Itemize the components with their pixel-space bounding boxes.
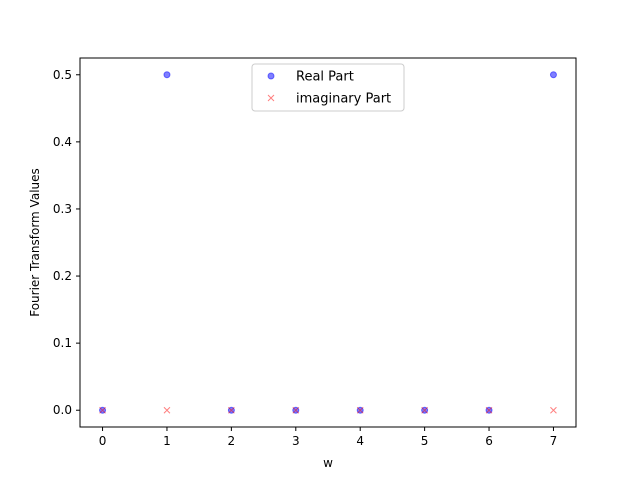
imaginary-part-point [99, 406, 106, 414]
y-axis-label: Fourier Transform Values [28, 168, 42, 317]
x-tick-label: 0 [99, 434, 107, 448]
real-part-point [163, 71, 171, 79]
imaginary-part-point [163, 406, 171, 414]
x-tick-label: 1 [163, 434, 171, 448]
y-tick-label: 0.4 [53, 135, 72, 149]
x-axis-ticks: 0 1 2 3 4 5 6 7 [99, 427, 558, 448]
imaginary-part-point [356, 406, 364, 414]
legend-box [251, 63, 405, 112]
y-tick-label: 0.5 [53, 68, 72, 82]
data-marks [99, 71, 557, 414]
imaginary-part-point [550, 406, 557, 414]
y-tick-label: 0.2 [53, 269, 72, 283]
x-tick-label: 4 [356, 434, 364, 448]
imaginary-part-point [292, 406, 300, 414]
x-tick-label: 2 [228, 434, 236, 448]
x-tick-label: 6 [485, 434, 493, 448]
imaginary-part-point [228, 406, 235, 414]
real-part-point [549, 71, 557, 79]
y-tick-label: 0.0 [53, 403, 72, 417]
x-tick-label: 5 [421, 434, 429, 448]
y-tick-label: 0.3 [53, 202, 72, 216]
plot-frame [79, 57, 577, 428]
imaginary-part-point [485, 406, 493, 414]
legend-marker-real [267, 72, 275, 80]
imaginary-part-point [421, 406, 428, 414]
plot-area [79, 57, 577, 428]
legend-entries: Real Part imaginary Part [267, 70, 391, 107]
x-axis-label: w [323, 456, 333, 470]
x-tick-label: 7 [550, 434, 558, 448]
legend: Real Part imaginary Part [251, 63, 405, 112]
x-tick-label: 3 [292, 434, 300, 448]
y-axis-ticks: 0.0 0.1 0.2 0.3 0.4 0.5 [53, 68, 80, 417]
y-tick-label: 0.1 [53, 336, 72, 350]
legend-marker-imaginary [267, 94, 275, 102]
legend-label-imaginary: imaginary Part [296, 92, 391, 107]
legend-label-real: Real Part [296, 70, 354, 85]
